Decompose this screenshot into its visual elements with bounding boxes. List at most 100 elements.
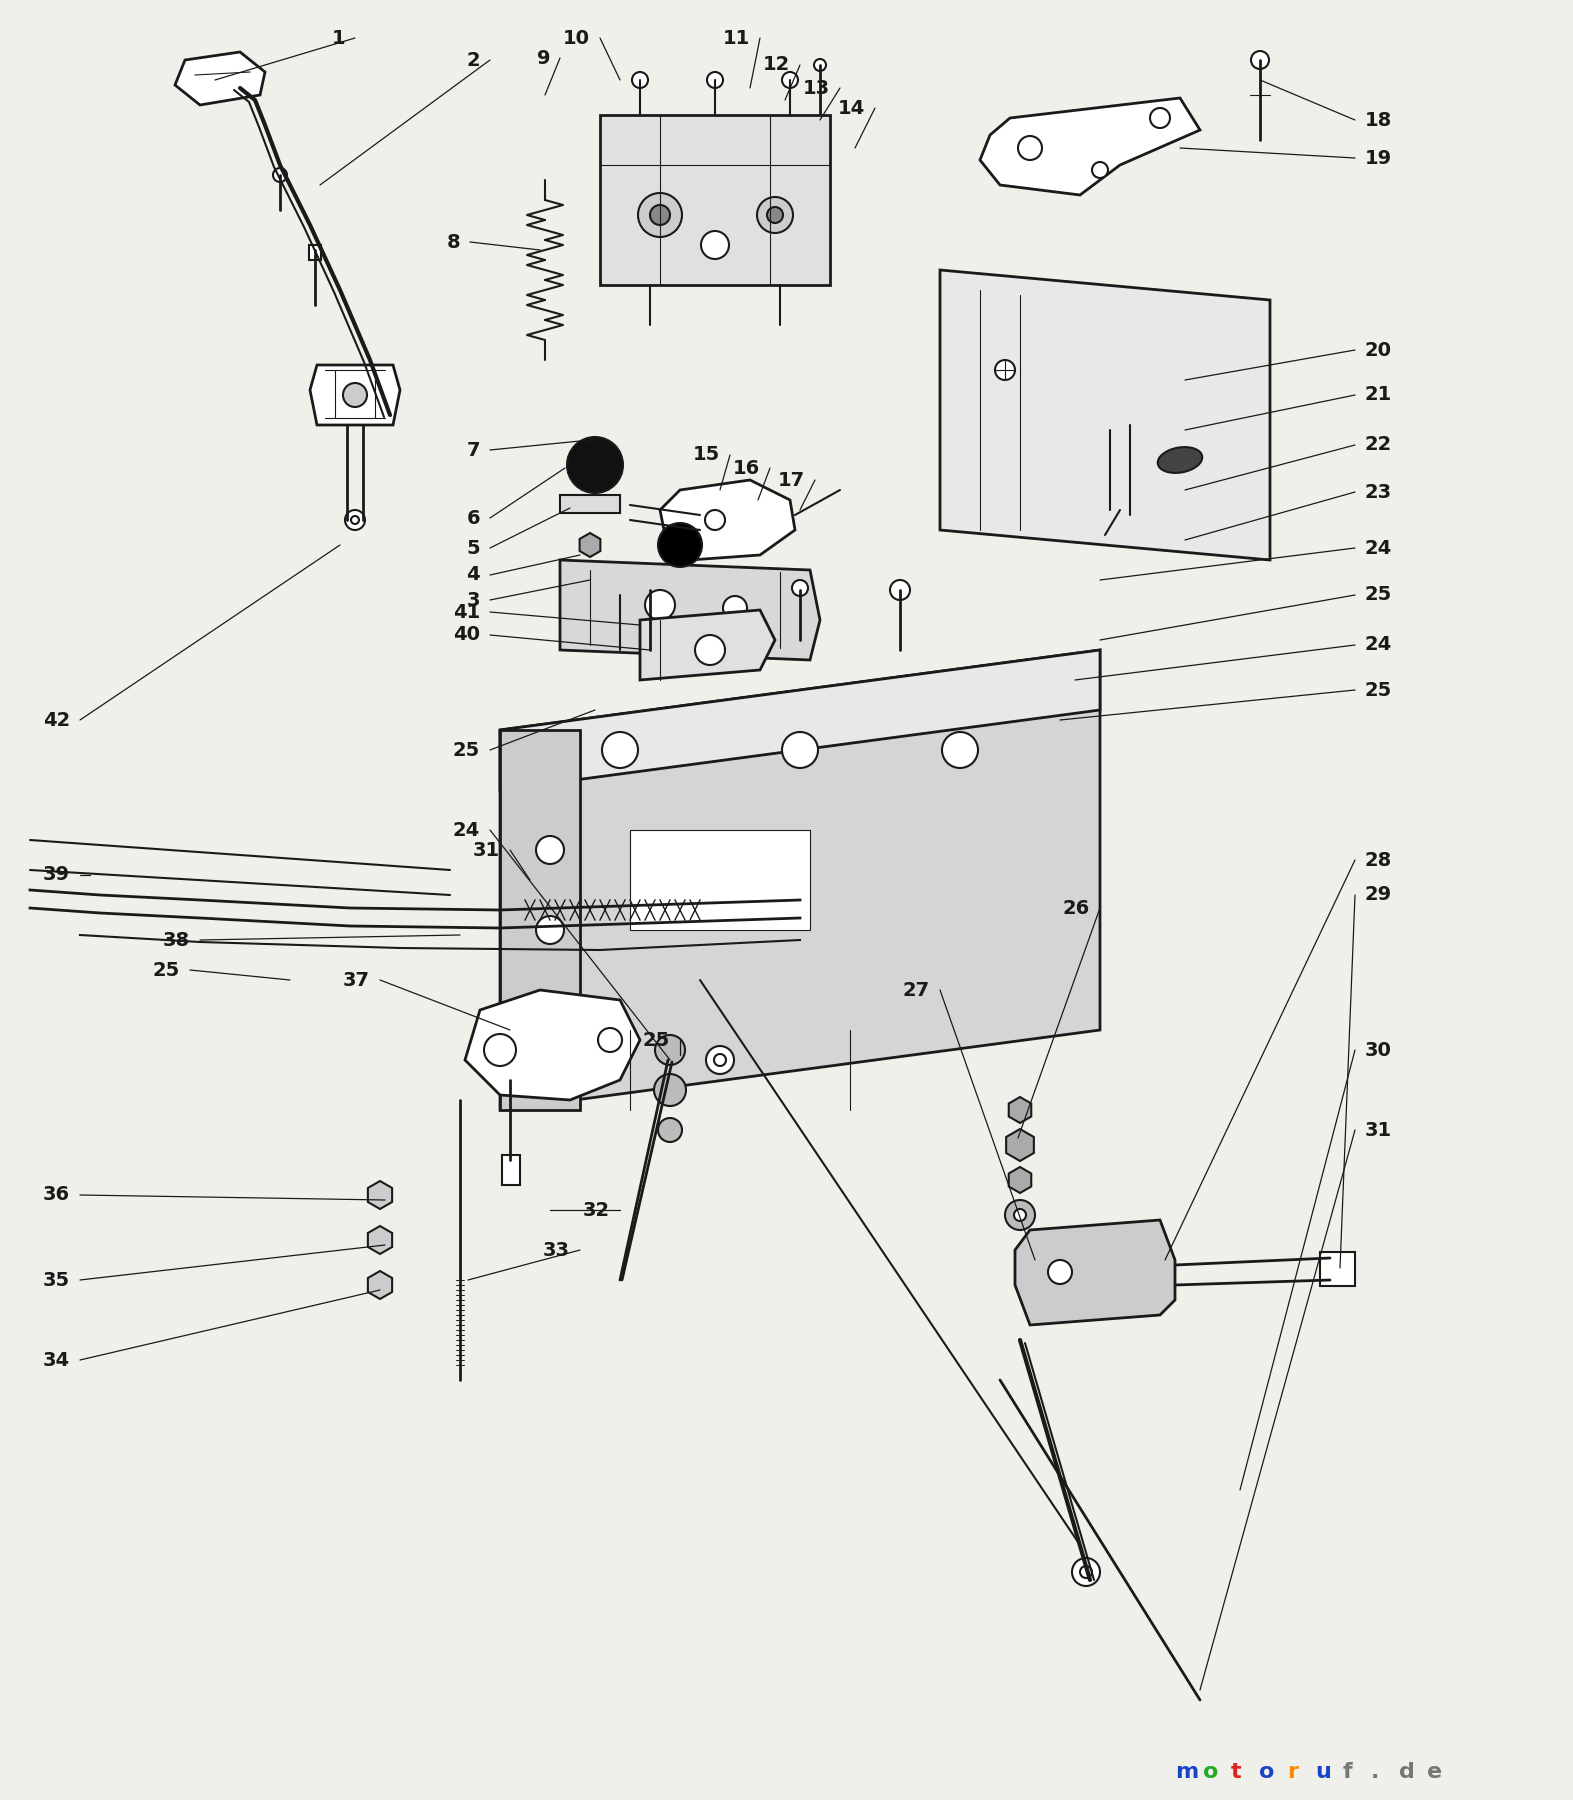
Circle shape [536, 916, 565, 943]
Circle shape [602, 733, 639, 769]
Text: 9: 9 [536, 49, 551, 67]
Text: 35: 35 [42, 1271, 71, 1289]
Text: 19: 19 [1365, 149, 1392, 167]
Text: 5: 5 [466, 538, 480, 558]
Polygon shape [560, 560, 820, 661]
Text: 1: 1 [332, 29, 344, 47]
Text: 36: 36 [42, 1186, 71, 1204]
Bar [560, 495, 620, 513]
Polygon shape [661, 481, 794, 560]
Circle shape [654, 1035, 684, 1066]
Circle shape [791, 580, 809, 596]
Circle shape [654, 1075, 686, 1105]
Polygon shape [1007, 1129, 1033, 1161]
Circle shape [484, 1033, 516, 1066]
Text: 34: 34 [42, 1350, 71, 1370]
Circle shape [658, 524, 702, 567]
Circle shape [1073, 1559, 1100, 1586]
Polygon shape [368, 1226, 392, 1255]
Circle shape [573, 562, 609, 598]
Text: 3: 3 [467, 590, 480, 610]
Bar [631, 830, 810, 931]
Circle shape [768, 207, 783, 223]
Circle shape [695, 635, 725, 664]
Polygon shape [640, 610, 775, 680]
Text: 14: 14 [838, 99, 865, 117]
Bar [502, 1156, 521, 1184]
Text: 37: 37 [343, 970, 370, 990]
Text: f: f [1343, 1762, 1353, 1782]
Circle shape [566, 437, 623, 493]
Text: t: t [1232, 1762, 1241, 1782]
Circle shape [1251, 50, 1269, 68]
Circle shape [632, 72, 648, 88]
Polygon shape [980, 97, 1200, 194]
Bar [308, 245, 321, 259]
Circle shape [706, 1046, 735, 1075]
Circle shape [757, 196, 793, 232]
Circle shape [702, 230, 728, 259]
Text: 21: 21 [1365, 385, 1392, 405]
Text: 11: 11 [722, 29, 750, 47]
Circle shape [890, 580, 911, 599]
Text: 31: 31 [1365, 1120, 1392, 1139]
Text: 42: 42 [42, 711, 71, 729]
Circle shape [782, 733, 818, 769]
Polygon shape [310, 365, 400, 425]
Polygon shape [579, 533, 601, 556]
Circle shape [658, 1118, 683, 1141]
Text: 16: 16 [733, 459, 760, 477]
Circle shape [714, 1055, 727, 1066]
Circle shape [1015, 1210, 1026, 1220]
Text: 33: 33 [543, 1240, 569, 1260]
Text: 24: 24 [453, 821, 480, 839]
Polygon shape [1015, 1220, 1175, 1325]
Circle shape [996, 360, 1015, 380]
Polygon shape [466, 990, 640, 1100]
Text: u: u [1315, 1762, 1331, 1782]
Text: .: . [1372, 1762, 1380, 1782]
Polygon shape [368, 1271, 392, 1300]
Circle shape [582, 572, 598, 589]
Text: 25: 25 [1365, 585, 1392, 605]
Text: 22: 22 [1365, 436, 1392, 454]
Bar [1320, 1253, 1354, 1285]
Circle shape [1048, 1260, 1073, 1283]
Circle shape [813, 59, 826, 70]
Text: 13: 13 [802, 79, 831, 97]
Text: 25: 25 [153, 961, 179, 979]
Circle shape [782, 72, 798, 88]
Text: 25: 25 [453, 740, 480, 760]
Text: 12: 12 [763, 56, 790, 74]
Circle shape [351, 517, 359, 524]
Circle shape [705, 509, 725, 529]
Text: 18: 18 [1365, 110, 1392, 130]
Circle shape [1081, 1566, 1092, 1579]
Text: o: o [1203, 1762, 1219, 1782]
Circle shape [1150, 108, 1170, 128]
Text: 25: 25 [1365, 680, 1392, 700]
Circle shape [1092, 162, 1107, 178]
Text: 10: 10 [563, 29, 590, 47]
Text: 41: 41 [453, 603, 480, 621]
Ellipse shape [1158, 446, 1202, 473]
Text: 15: 15 [692, 446, 720, 464]
Text: 24: 24 [1365, 635, 1392, 655]
Text: d: d [1398, 1762, 1414, 1782]
Circle shape [645, 590, 675, 619]
Circle shape [536, 835, 565, 864]
Text: 17: 17 [779, 470, 805, 490]
Text: r: r [1287, 1762, 1298, 1782]
Text: 27: 27 [903, 981, 930, 999]
Circle shape [650, 205, 670, 225]
Polygon shape [1008, 1096, 1032, 1123]
Polygon shape [500, 650, 1100, 1111]
Text: 39: 39 [42, 866, 71, 884]
Polygon shape [599, 115, 831, 284]
Text: 26: 26 [1063, 898, 1090, 918]
Polygon shape [368, 1181, 392, 1210]
Text: m: m [1175, 1762, 1199, 1782]
Circle shape [706, 72, 724, 88]
Circle shape [598, 1028, 621, 1051]
Circle shape [942, 733, 978, 769]
